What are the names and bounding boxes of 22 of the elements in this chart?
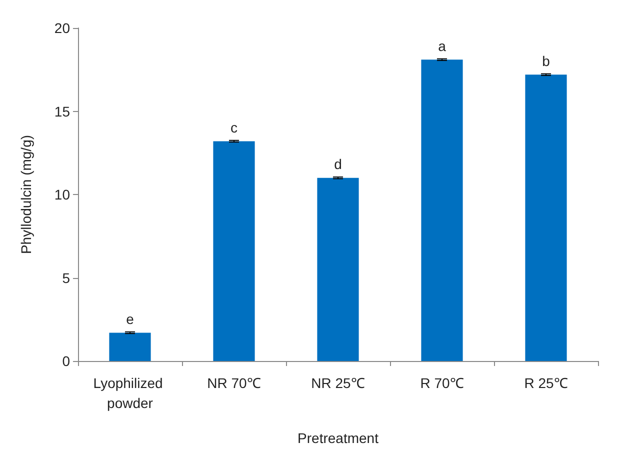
bar xyxy=(525,74,567,361)
annotation: d xyxy=(334,156,342,172)
y-tick-label: 20 xyxy=(54,20,70,36)
annotation: b xyxy=(542,52,550,69)
x-tick-label: NR 25℃ xyxy=(311,375,365,391)
annotation: e xyxy=(126,310,134,327)
y-tick-label: 10 xyxy=(54,186,70,202)
y-axis-title: Phyllodulcin (mg/g) xyxy=(18,134,34,254)
y-tick-label: 5 xyxy=(62,270,70,286)
bar xyxy=(317,178,359,361)
bar xyxy=(421,60,463,361)
annotation: c xyxy=(230,119,238,136)
x-tick-label: NR 70℃ xyxy=(207,375,261,391)
x-axis-title: Pretreatment xyxy=(298,430,379,446)
y-tick-label: 0 xyxy=(62,353,70,369)
annotation: a xyxy=(438,38,446,54)
x-tick-label: R 25℃ xyxy=(524,375,568,391)
x-tick-label: Lyophilized powder xyxy=(93,375,167,411)
bar xyxy=(213,141,255,361)
x-tick-label: R 70℃ xyxy=(420,375,464,391)
bar xyxy=(109,332,151,361)
y-tick-label: 15 xyxy=(54,103,70,120)
